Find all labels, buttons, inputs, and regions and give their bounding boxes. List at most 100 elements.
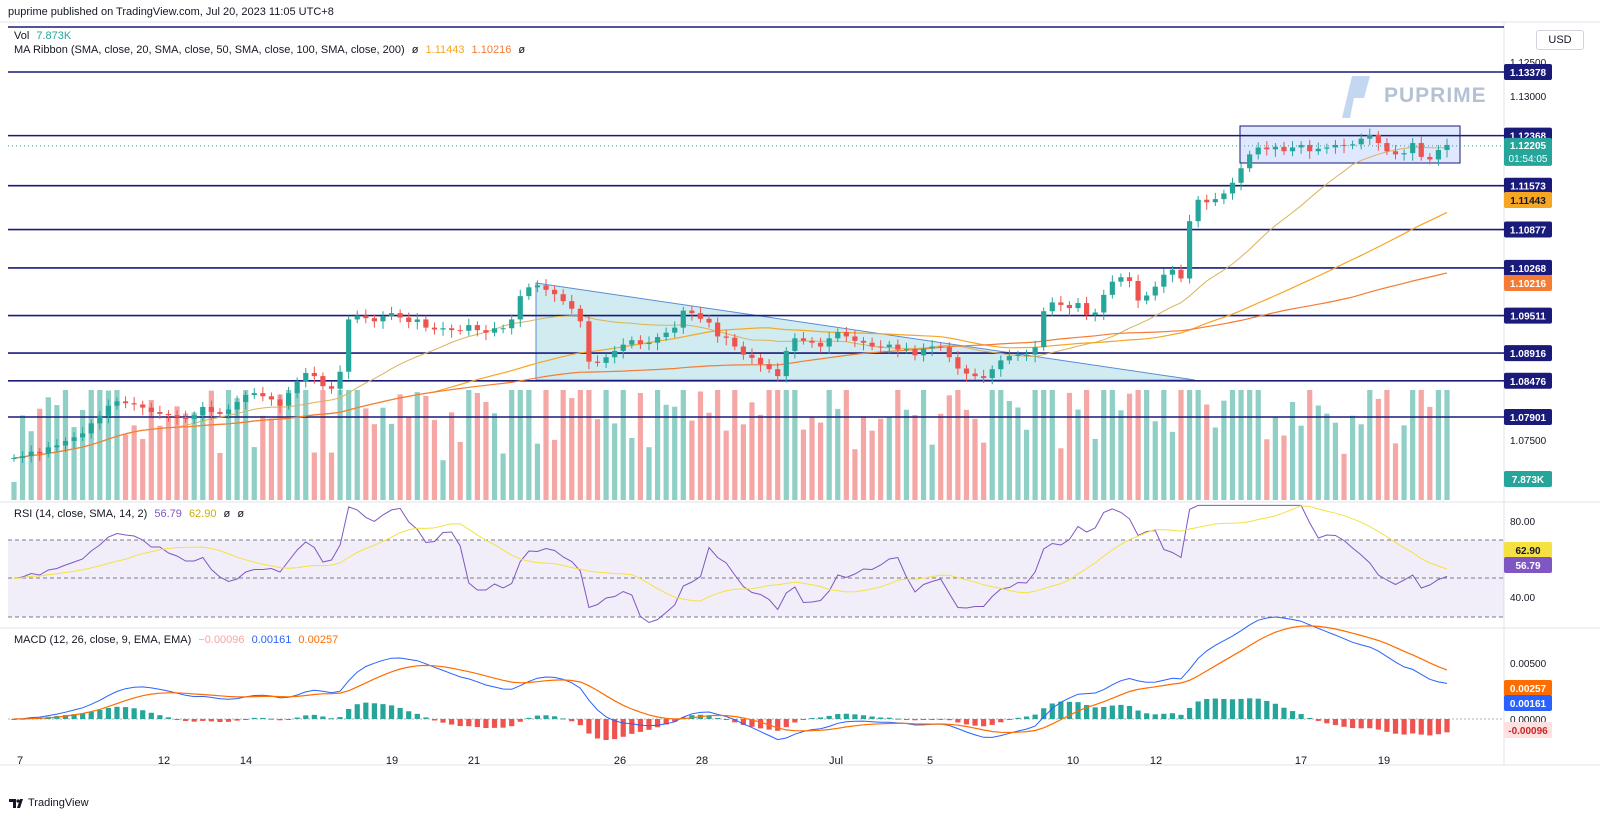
candle-body	[1229, 182, 1236, 194]
candle-body	[62, 440, 69, 446]
candle-body	[11, 458, 17, 460]
macd-histogram-bar	[938, 718, 944, 720]
macd-histogram-bar	[800, 719, 807, 720]
ma-ribbon-legend-name: MA Ribbon (SMA, close, 20, SMA, close, 5…	[14, 44, 405, 56]
ma-ribbon-legend: MA Ribbon (SMA, close, 20, SMA, close, 5…	[14, 44, 529, 56]
ma-ribbon-eye2-icon[interactable]: ø	[518, 44, 526, 56]
macd-histogram-bar	[835, 714, 841, 719]
candle-body	[397, 313, 403, 318]
volume-bar	[543, 390, 549, 500]
current-price-label: 1.12205	[1510, 141, 1547, 152]
rsi-ma-price-label-bg	[1504, 542, 1552, 558]
candle-body	[1435, 149, 1442, 160]
volume-bar	[28, 431, 34, 500]
volume-bar	[1247, 390, 1253, 500]
candle-body	[1118, 277, 1124, 282]
candle-body	[723, 336, 729, 338]
macd-histogram-bar	[706, 715, 712, 719]
volume-bar	[826, 390, 832, 500]
candle-body	[637, 340, 644, 344]
candle-body	[1332, 144, 1339, 148]
macd-histogram-bar	[1247, 698, 1253, 719]
volume-bar	[414, 392, 420, 500]
candle-body	[1247, 154, 1253, 169]
volume-bar	[732, 390, 738, 500]
publish-info: puprime published on TradingView.com, Ju…	[8, 6, 334, 18]
ma-ribbon-eye-icon[interactable]: ø	[411, 44, 419, 56]
volume-bar	[852, 449, 858, 500]
candle-body	[406, 317, 412, 322]
candle-body	[1195, 199, 1201, 222]
currency-button[interactable]: USD	[1536, 30, 1584, 50]
volume-bar	[1324, 413, 1330, 500]
macd-histogram-bar	[1109, 705, 1115, 719]
volume-bar	[1032, 390, 1038, 500]
macd-histogram-bar	[1041, 708, 1047, 719]
volume-bar	[1066, 392, 1073, 500]
price-tick: 1.12500	[1510, 58, 1547, 69]
macd-histogram-bar	[594, 719, 601, 739]
macd-signal-line	[13, 625, 1448, 734]
macd-histogram-bar	[208, 719, 214, 722]
volume-bar	[577, 390, 583, 500]
candle-body	[388, 313, 395, 317]
volume-bar	[775, 390, 781, 500]
macd-histogram-bar	[689, 715, 695, 719]
level-price-label: 1.09511	[1510, 312, 1546, 323]
candle-body	[174, 415, 180, 418]
volume-bar	[1332, 422, 1339, 500]
macd-histogram-bar	[560, 718, 566, 720]
volume-bar	[809, 417, 815, 500]
candle-body	[1418, 143, 1424, 157]
macd-histogram-bar	[1272, 703, 1278, 719]
macd-histogram-bar	[852, 714, 858, 719]
candle-body	[1109, 281, 1115, 295]
candle-body	[449, 328, 455, 331]
candle-body	[114, 401, 120, 406]
candle-body	[19, 456, 26, 459]
volume-bar	[1221, 400, 1227, 500]
macd-histogram-bar	[251, 717, 257, 719]
rsi-eye2-icon[interactable]: ø	[237, 508, 245, 520]
macd-histogram-bar	[380, 704, 386, 719]
macd-histogram-bar	[483, 719, 489, 729]
macd-histogram-bar	[629, 719, 635, 734]
volume-bar	[337, 390, 343, 500]
macd-histogram-bar	[294, 717, 300, 719]
volume-bar	[1144, 390, 1150, 500]
candle-body	[88, 423, 94, 434]
volume-bar	[1229, 390, 1236, 500]
candle-body	[346, 319, 352, 372]
macd-histogram-bar	[981, 719, 987, 727]
level-price-label-bg	[1504, 221, 1552, 238]
volume-bar	[629, 437, 635, 500]
rsi-eye-icon[interactable]: ø	[223, 508, 231, 520]
macd-histogram-bar	[80, 713, 86, 719]
macd-signal-legend-value: 0.00257	[298, 634, 339, 646]
macd-histogram-bar	[243, 718, 249, 720]
level-price-label: 1.11573	[1510, 182, 1546, 193]
volume-bar	[466, 390, 472, 500]
macd-histogram-bar	[749, 719, 755, 727]
macd-histogram-bar	[234, 719, 240, 721]
volume-bar	[1264, 439, 1270, 500]
candle-body	[45, 447, 51, 454]
volume-bar	[268, 418, 275, 500]
volume-bar	[105, 390, 111, 500]
candle-body	[260, 393, 266, 397]
macd-histogram-bar	[783, 719, 789, 728]
candle-body	[1281, 146, 1287, 152]
volume-bar	[423, 395, 429, 500]
macd-histogram-bar	[1101, 706, 1107, 719]
macd-histogram-bar	[955, 719, 961, 723]
candle-body	[234, 401, 240, 410]
macd-histogram-bar	[929, 719, 935, 720]
macd-histogram-bar	[543, 715, 549, 719]
macd-histogram-bar	[1307, 717, 1313, 719]
macd-histogram-bar	[1084, 705, 1090, 719]
candle-body	[938, 346, 944, 348]
time-tick: 21	[468, 755, 480, 767]
volume-bar	[963, 409, 970, 500]
macd-histogram-bar	[1195, 701, 1201, 719]
